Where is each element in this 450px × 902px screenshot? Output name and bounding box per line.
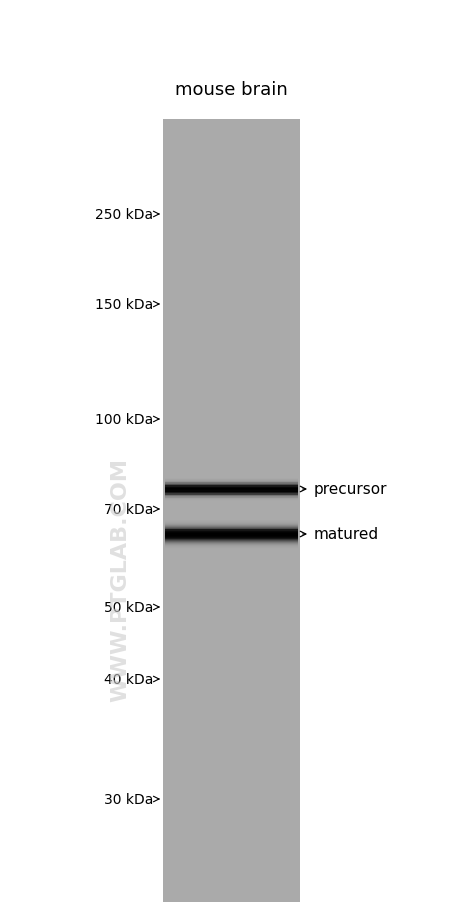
Bar <box>165 529 298 531</box>
Text: 40 kDa: 40 kDa <box>104 672 153 686</box>
Bar <box>165 528 298 529</box>
Bar <box>165 528 298 529</box>
Bar <box>165 542 298 543</box>
Bar <box>165 526 298 527</box>
Bar <box>165 545 298 546</box>
Bar <box>165 545 298 546</box>
Bar <box>165 537 298 538</box>
Bar <box>165 535 298 536</box>
Bar <box>165 536 298 537</box>
Bar <box>165 521 298 522</box>
Text: 70 kDa: 70 kDa <box>104 502 153 517</box>
Bar <box>165 546 298 547</box>
Bar <box>165 539 298 540</box>
Bar <box>165 542 298 543</box>
Bar <box>165 536 298 537</box>
Bar <box>165 523 298 524</box>
Text: 50 kDa: 50 kDa <box>104 601 153 614</box>
Text: 150 kDa: 150 kDa <box>95 298 153 312</box>
Bar <box>165 532 298 533</box>
Text: matured: matured <box>314 527 379 542</box>
Bar <box>165 543 298 544</box>
Text: 100 kDa: 100 kDa <box>95 412 153 427</box>
Bar <box>165 526 298 527</box>
Bar <box>165 522 298 523</box>
Bar <box>165 547 298 548</box>
Bar <box>165 534 298 535</box>
Bar <box>165 530 298 531</box>
Bar <box>165 532 298 533</box>
Bar <box>165 524 298 525</box>
Bar <box>165 547 298 548</box>
Bar <box>165 540 298 541</box>
Bar <box>165 523 298 524</box>
Bar <box>165 538 298 539</box>
Bar <box>165 535 298 536</box>
Bar <box>165 543 298 544</box>
Bar <box>165 546 298 547</box>
Bar <box>165 548 298 549</box>
Bar <box>165 525 298 526</box>
Bar <box>165 541 298 542</box>
Bar <box>165 534 298 535</box>
Bar <box>165 531 298 532</box>
Bar <box>165 529 298 530</box>
Bar <box>165 544 298 545</box>
Bar <box>165 533 298 534</box>
Bar <box>165 531 298 532</box>
Bar <box>165 520 298 522</box>
Text: precursor: precursor <box>314 482 387 497</box>
Bar <box>165 527 298 528</box>
Bar <box>165 520 298 521</box>
Bar <box>163 120 300 902</box>
Bar <box>165 533 298 534</box>
Bar <box>165 544 298 545</box>
Text: WWW.PTGLAB.COM: WWW.PTGLAB.COM <box>110 457 130 701</box>
Bar <box>165 524 298 525</box>
Text: 30 kDa: 30 kDa <box>104 792 153 806</box>
Bar <box>165 540 298 541</box>
Bar <box>165 541 298 542</box>
Text: mouse brain: mouse brain <box>175 81 288 99</box>
Bar <box>165 522 298 523</box>
Bar <box>165 525 298 526</box>
Bar <box>165 538 298 540</box>
Bar <box>165 548 298 549</box>
Text: 250 kDa: 250 kDa <box>95 207 153 222</box>
Bar <box>165 527 298 528</box>
Bar <box>165 537 298 538</box>
